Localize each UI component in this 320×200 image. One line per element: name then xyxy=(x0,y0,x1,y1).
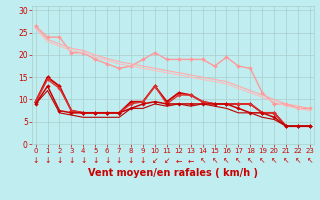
Text: ↓: ↓ xyxy=(116,156,122,165)
Text: ↓: ↓ xyxy=(92,156,99,165)
Text: ↙: ↙ xyxy=(164,156,170,165)
Text: ↖: ↖ xyxy=(307,156,313,165)
Text: ↖: ↖ xyxy=(295,156,301,165)
Text: ↖: ↖ xyxy=(212,156,218,165)
Text: ↓: ↓ xyxy=(140,156,146,165)
Text: ↓: ↓ xyxy=(80,156,86,165)
Text: ↖: ↖ xyxy=(247,156,253,165)
Text: ↖: ↖ xyxy=(271,156,277,165)
Text: ↓: ↓ xyxy=(104,156,110,165)
Text: ↖: ↖ xyxy=(199,156,206,165)
Text: ↖: ↖ xyxy=(283,156,289,165)
Text: ↓: ↓ xyxy=(44,156,51,165)
Text: ↖: ↖ xyxy=(259,156,266,165)
Text: ↓: ↓ xyxy=(128,156,134,165)
Text: ↖: ↖ xyxy=(235,156,242,165)
Text: ↓: ↓ xyxy=(68,156,75,165)
Text: ←: ← xyxy=(176,156,182,165)
Text: ↙: ↙ xyxy=(152,156,158,165)
Text: ↖: ↖ xyxy=(223,156,230,165)
Text: ←: ← xyxy=(188,156,194,165)
Text: ↓: ↓ xyxy=(32,156,39,165)
X-axis label: Vent moyen/en rafales ( km/h ): Vent moyen/en rafales ( km/h ) xyxy=(88,168,258,178)
Text: ↓: ↓ xyxy=(56,156,63,165)
